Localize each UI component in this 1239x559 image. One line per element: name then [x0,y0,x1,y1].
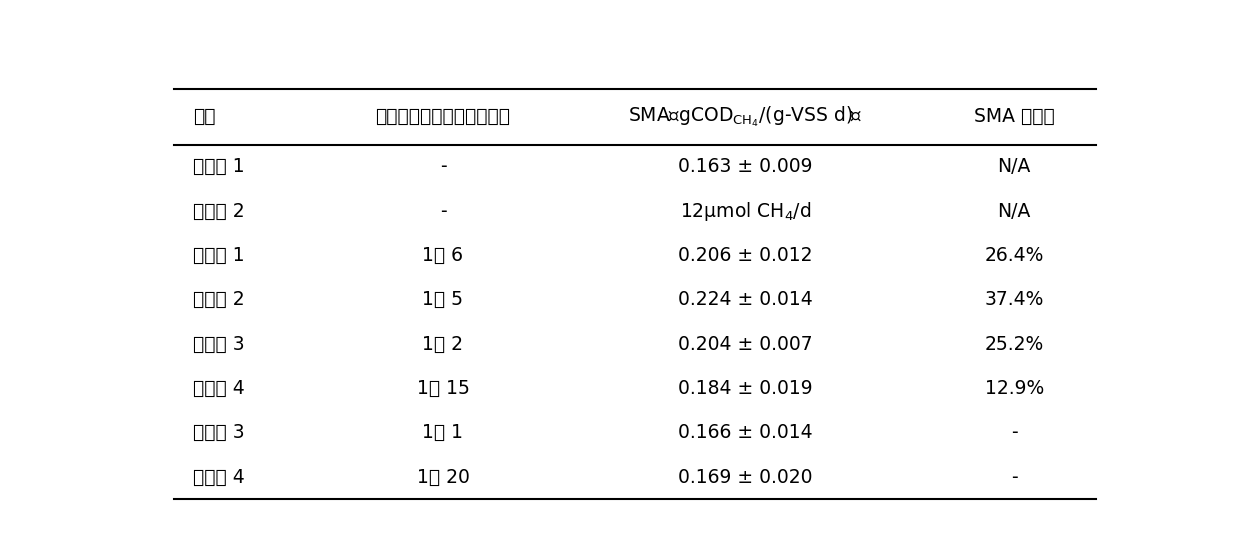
Text: 实施例 1: 实施例 1 [193,246,245,265]
Text: 对照例 1: 对照例 1 [193,157,245,176]
Text: -: - [440,202,446,221]
Text: 载菌小球和厌氧污泥体积比: 载菌小球和厌氧污泥体积比 [375,107,510,126]
Text: -: - [1011,423,1017,442]
Text: N/A: N/A [997,157,1031,176]
Text: 实施例 4: 实施例 4 [193,379,245,398]
Text: 对照例 3: 对照例 3 [193,423,245,442]
Text: 37.4%: 37.4% [985,290,1044,309]
Text: 名称: 名称 [193,107,216,126]
Text: 0.169 ± 0.020: 0.169 ± 0.020 [678,467,813,486]
Text: 对照例 4: 对照例 4 [193,467,245,486]
Text: 0.163 ± 0.009: 0.163 ± 0.009 [678,157,813,176]
Text: 1： 20: 1： 20 [416,467,470,486]
Text: SMA（gCOD$_{\mathregular{CH_4}}$/(g-VSS d)）: SMA（gCOD$_{\mathregular{CH_4}}$/(g-VSS d… [628,105,862,129]
Text: 1： 2: 1： 2 [422,335,463,353]
Text: 0.166 ± 0.014: 0.166 ± 0.014 [678,423,813,442]
Text: 12.9%: 12.9% [985,379,1044,398]
Text: N/A: N/A [997,202,1031,221]
Text: 1： 6: 1： 6 [422,246,463,265]
Text: 实施例 2: 实施例 2 [193,290,245,309]
Text: 实施例 3: 实施例 3 [193,335,245,353]
Text: 对照例 2: 对照例 2 [193,202,245,221]
Text: 0.184 ± 0.019: 0.184 ± 0.019 [678,379,813,398]
Text: 0.204 ± 0.007: 0.204 ± 0.007 [678,335,813,353]
Text: 12μmol CH$_{\mathregular{4}}$/d: 12μmol CH$_{\mathregular{4}}$/d [680,200,812,222]
Text: -: - [1011,467,1017,486]
Text: 0.224 ± 0.014: 0.224 ± 0.014 [678,290,813,309]
Text: 1： 15: 1： 15 [416,379,470,398]
Text: 0.206 ± 0.012: 0.206 ± 0.012 [678,246,813,265]
Text: 1： 1: 1： 1 [422,423,463,442]
Text: 1： 5: 1： 5 [422,290,463,309]
Text: SMA 提高率: SMA 提高率 [974,107,1054,126]
Text: -: - [440,157,446,176]
Text: 25.2%: 25.2% [985,335,1044,353]
Text: 26.4%: 26.4% [985,246,1044,265]
